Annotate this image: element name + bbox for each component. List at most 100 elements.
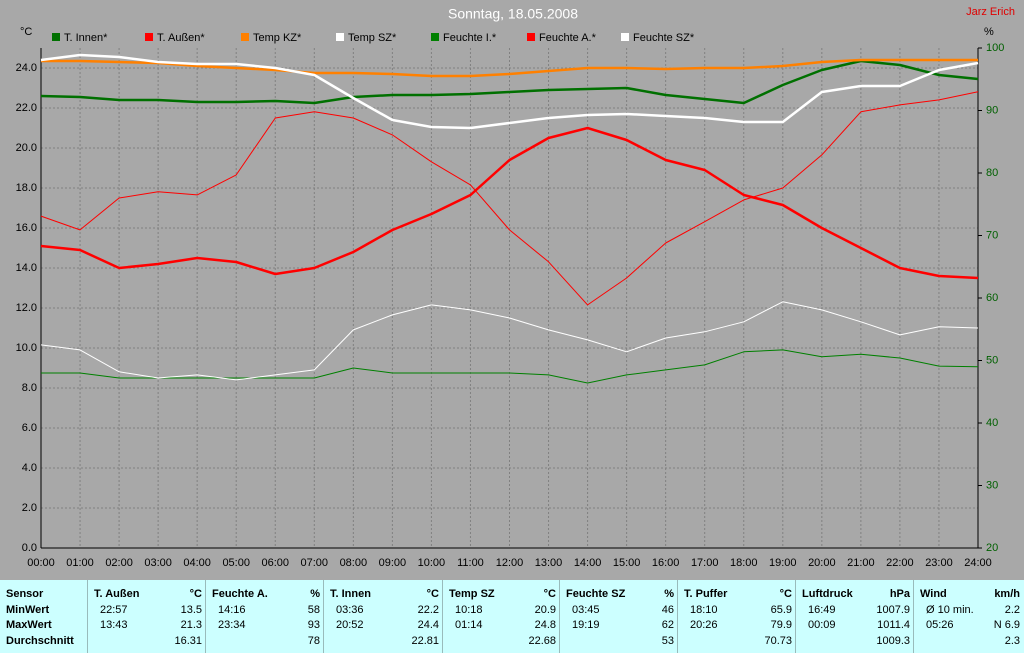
y-tick-label: 22.0 <box>16 102 37 114</box>
group-unit: °C <box>779 588 792 600</box>
cell-time: 03:45 <box>572 604 600 616</box>
group-name: T. Innen <box>330 588 371 600</box>
x-tick-label: 17:00 <box>691 557 719 569</box>
cell-value: 20.9 <box>534 604 556 616</box>
y-tick-label: 24.0 <box>16 62 37 74</box>
y2-axis-label: % <box>984 26 994 38</box>
group-name: Luftdruck <box>802 588 853 600</box>
x-tick-label: 21:00 <box>847 557 875 569</box>
cell-time: 10:18 <box>455 604 483 616</box>
y-tick-label: 18.0 <box>16 182 37 194</box>
legend-swatch <box>145 33 153 41</box>
column-separator <box>795 580 796 653</box>
cell-time: 20:26 <box>690 619 718 631</box>
cell-average: 1009.3 <box>876 635 910 647</box>
y2-tick-label: 30 <box>986 479 998 491</box>
cell-value: 65.9 <box>770 604 792 616</box>
legend-swatch <box>336 33 344 41</box>
x-tick-label: 09:00 <box>379 557 407 569</box>
x-tick-label: 12:00 <box>496 557 524 569</box>
y-tick-label: 0.0 <box>22 542 37 554</box>
legend-label: Feuchte SZ* <box>633 32 695 44</box>
column-separator <box>559 580 560 653</box>
x-tick-label: 03:00 <box>144 557 172 569</box>
cell-value: 22.2 <box>417 604 439 616</box>
series-line <box>40 53 979 130</box>
cell-value: 24.8 <box>534 619 556 631</box>
cell-time: 20:52 <box>336 619 364 631</box>
group-unit: °C <box>189 588 202 600</box>
y-tick-label: 10.0 <box>16 342 37 354</box>
x-tick-label: 04:00 <box>183 557 211 569</box>
cell-value: 21.3 <box>180 619 202 631</box>
group-unit: °C <box>426 588 439 600</box>
series-line <box>40 126 979 280</box>
cell-value: 62 <box>661 619 674 631</box>
y2-tick-label: 70 <box>986 229 998 241</box>
chart-title: Sonntag, 18.05.2008 <box>448 6 578 22</box>
y2-tick-label: 80 <box>986 167 998 179</box>
x-tick-label: 11:00 <box>457 557 484 569</box>
chart: Sonntag, 18.05.2008 Jarz Erich °C % 0.0 2… <box>16 6 1015 569</box>
series-line <box>40 59 979 105</box>
cell-time: 05:26 <box>926 619 954 631</box>
cell-value: N 6.9 <box>993 619 1020 631</box>
cell-time: 22:57 <box>100 604 128 616</box>
legend-label: T. Innen* <box>64 32 108 44</box>
legend-label: Temp SZ* <box>348 32 397 44</box>
cell-average: 22.68 <box>528 635 556 647</box>
x-tick-label: 15:00 <box>613 557 641 569</box>
group-unit: km/h <box>994 588 1020 600</box>
cell-average: 2.3 <box>1004 635 1020 647</box>
cell-value: 93 <box>307 619 320 631</box>
cell-average: 22.81 <box>411 635 439 647</box>
column-separator <box>442 580 443 653</box>
cell-value: 46 <box>661 604 674 616</box>
series-line <box>40 91 979 306</box>
y-tick-label: 20.0 <box>16 142 37 154</box>
row-header: Sensor <box>6 588 44 600</box>
group-name: Temp SZ <box>449 588 495 600</box>
y2-tick-label: 20 <box>986 542 998 554</box>
y2-tick-label: 40 <box>986 417 998 429</box>
x-tick-label: 20:00 <box>808 557 836 569</box>
cell-value: 1011.4 <box>877 619 910 631</box>
legend-swatch <box>241 33 249 41</box>
y-tick-label: 2.0 <box>22 502 37 514</box>
x-tick-label: 02:00 <box>105 557 133 569</box>
cell-time: 23:34 <box>218 619 246 631</box>
x-tick-label: 08:00 <box>340 557 368 569</box>
group-unit: % <box>310 588 320 600</box>
group-name: Feuchte SZ <box>566 588 626 600</box>
cell-average: 16.31 <box>174 635 202 647</box>
y-axis-label: °C <box>20 26 32 38</box>
cell-value: 2.2 <box>1004 604 1020 616</box>
cell-time: 16:49 <box>808 604 836 616</box>
cell-value: 13.5 <box>180 604 202 616</box>
cell-time: 14:16 <box>218 604 246 616</box>
group-name: T. Außen <box>94 588 140 600</box>
column-separator <box>87 580 88 653</box>
column-separator <box>323 580 324 653</box>
series-line <box>40 301 979 381</box>
x-tick-label: 10:00 <box>418 557 446 569</box>
stats-table: Sensor MinWert MaxWert Durchschnitt T. Außen… <box>0 580 1024 653</box>
cell-time: 00:09 <box>808 619 836 631</box>
x-tick-label: 18:00 <box>730 557 758 569</box>
legend-swatch <box>527 33 535 41</box>
x-tick-label: 22:00 <box>886 557 914 569</box>
legend-swatch <box>431 33 439 41</box>
row-label: MaxWert <box>6 619 52 631</box>
cell-value: 79.9 <box>770 619 792 631</box>
group-unit: % <box>664 588 674 600</box>
cell-time: 18:10 <box>690 604 718 616</box>
cell-average: 78 <box>307 635 320 647</box>
cell-average: 70.73 <box>764 635 792 647</box>
legend-label: T. Außen* <box>157 32 205 44</box>
column-separator <box>205 580 206 653</box>
x-tick-label: 23:00 <box>925 557 953 569</box>
y2-tick-label: 90 <box>986 104 998 116</box>
row-label: Durchschnitt <box>6 635 74 647</box>
x-tick-label: 01:00 <box>66 557 94 569</box>
